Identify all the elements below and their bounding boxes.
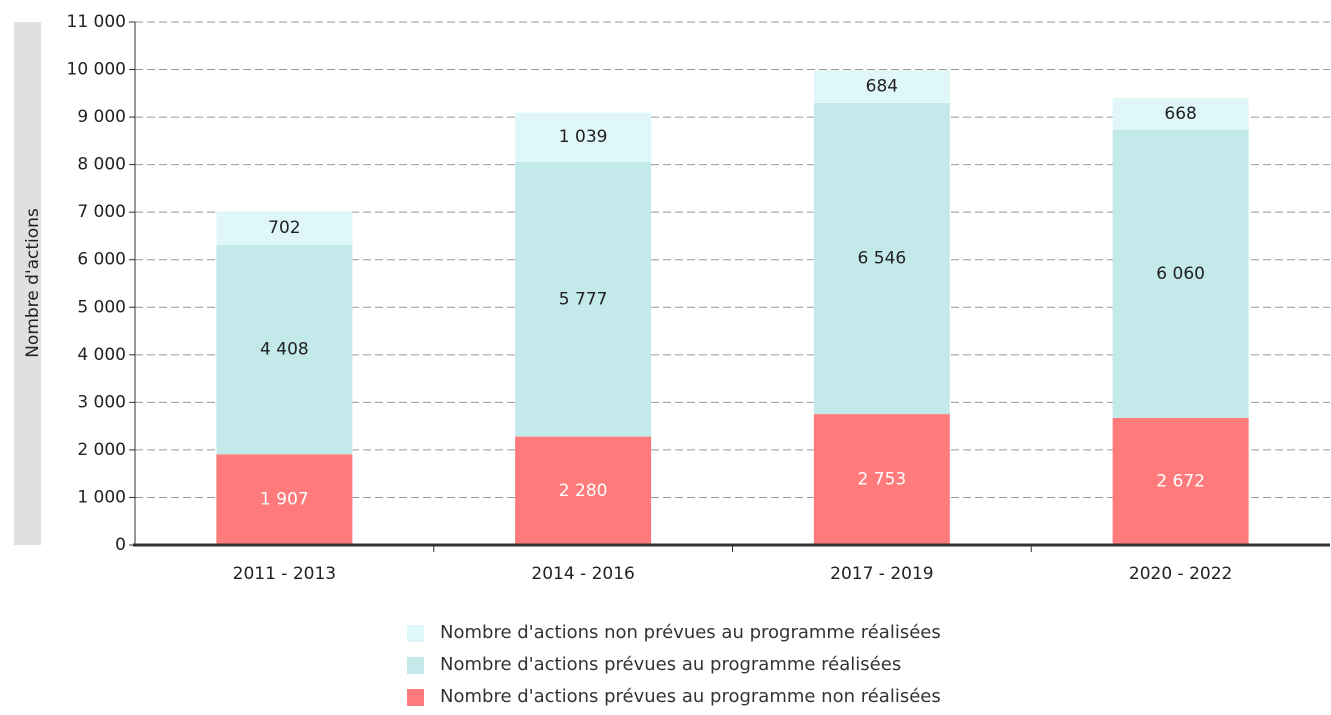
y-tick-label: 0 bbox=[115, 535, 126, 555]
value-label: 1 039 bbox=[559, 127, 608, 147]
value-label: 4 408 bbox=[260, 340, 309, 360]
y-tick-label: 10 000 bbox=[67, 60, 126, 80]
value-label: 2 672 bbox=[1156, 471, 1205, 491]
y-tick-label: 1 000 bbox=[77, 487, 126, 507]
x-tick-label: 2014 - 2016 bbox=[531, 564, 634, 584]
y-tick-label: 6 000 bbox=[77, 250, 126, 270]
x-tick-label: 2017 - 2019 bbox=[830, 564, 933, 584]
legend-swatch bbox=[407, 657, 424, 674]
y-tick-label: 4 000 bbox=[77, 345, 126, 365]
bar-segment bbox=[216, 211, 353, 245]
bar-segment bbox=[1112, 129, 1249, 418]
legend-label: Nombre d'actions prévues au programme no… bbox=[440, 686, 941, 707]
bar-segment bbox=[216, 244, 353, 455]
y-tick-label: 11 000 bbox=[67, 12, 126, 32]
y-axis-band bbox=[14, 22, 41, 545]
bar-segment bbox=[216, 454, 353, 545]
y-axis-label: Nombre d'actions bbox=[23, 208, 43, 358]
y-tick-label: 2 000 bbox=[77, 440, 126, 460]
bar-segment bbox=[515, 436, 652, 545]
value-label: 2 280 bbox=[559, 481, 608, 501]
legend-label: Nombre d'actions prévues au programme ré… bbox=[440, 654, 901, 675]
value-label: 2 753 bbox=[858, 470, 907, 490]
value-label: 668 bbox=[1164, 104, 1196, 124]
legend-swatch bbox=[407, 689, 424, 706]
value-label: 6 546 bbox=[858, 248, 907, 268]
value-label: 702 bbox=[268, 218, 300, 238]
value-label: 684 bbox=[866, 77, 898, 97]
bar-segment bbox=[813, 414, 950, 545]
bar-segment bbox=[515, 161, 652, 437]
y-tick-label: 3 000 bbox=[77, 392, 126, 412]
bar-segment bbox=[813, 102, 950, 415]
bar-segment bbox=[1112, 98, 1249, 130]
x-tick-label: 2011 - 2013 bbox=[233, 564, 336, 584]
bar-segment bbox=[813, 70, 950, 103]
value-label: 1 907 bbox=[260, 490, 309, 510]
bar-segment bbox=[1112, 417, 1249, 545]
bar-segment bbox=[515, 112, 652, 162]
y-tick-label: 8 000 bbox=[77, 155, 126, 175]
value-label: 5 777 bbox=[559, 289, 608, 309]
x-tick-label: 2020 - 2022 bbox=[1129, 564, 1232, 584]
legend-label: Nombre d'actions non prévues au programm… bbox=[440, 622, 941, 643]
legend-swatch bbox=[407, 625, 424, 642]
value-label: 6 060 bbox=[1156, 264, 1205, 284]
y-tick-label: 5 000 bbox=[77, 297, 126, 317]
y-tick-label: 9 000 bbox=[77, 107, 126, 127]
y-tick-label: 7 000 bbox=[77, 202, 126, 222]
